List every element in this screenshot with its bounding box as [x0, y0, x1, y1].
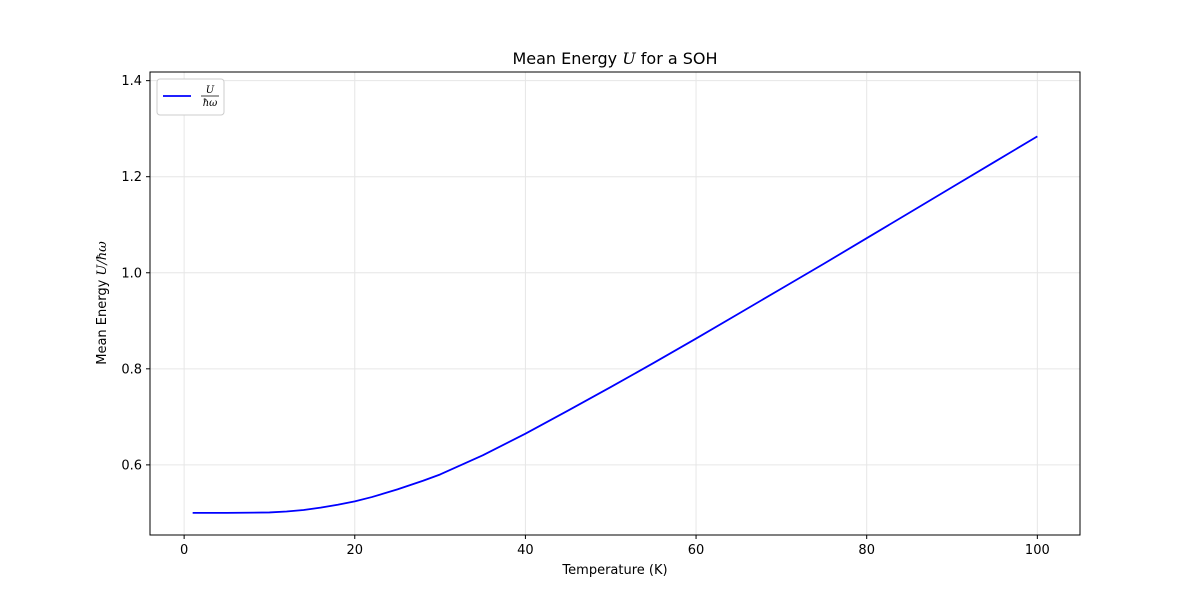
x-tick-label: 40	[517, 543, 534, 558]
legend: U ħω	[156, 78, 225, 116]
x-tick-label: 0	[180, 543, 188, 558]
grid-lines	[150, 72, 1080, 535]
x-tick-label: 60	[688, 543, 705, 558]
y-tick-label: 0.6	[121, 458, 142, 473]
series-layer	[192, 135, 1038, 514]
y-axis-label: Mean Energy U/ħω	[95, 241, 110, 365]
legend-label-denominator: ħω	[203, 98, 218, 109]
y-axis-label-symbol: U/ħω	[95, 241, 110, 276]
chart-title: Mean Energy U for a SOH	[512, 49, 717, 68]
chart-title-suffix: for a SOH	[636, 49, 718, 68]
x-axis-label: Temperature (K)	[561, 563, 667, 578]
y-tick-label: 1.2	[121, 170, 142, 185]
chart-title-prefix: Mean Energy	[512, 49, 622, 68]
y-tick-label: 1.0	[121, 266, 142, 281]
x-tick-label: 100	[1025, 543, 1050, 558]
legend-box	[156, 78, 225, 116]
y-tick-label: 0.8	[121, 362, 142, 377]
plot-area-frame	[149, 71, 1081, 536]
axis-ticks: 0 20 40 60 80 100 0.6 0.8 1.0 1.2 1.4	[121, 74, 1049, 558]
y-axis-label-prefix: Mean Energy	[95, 276, 110, 365]
x-tick-label: 80	[858, 543, 875, 558]
series-line	[192, 135, 1038, 514]
legend-label-numerator: U	[206, 85, 215, 96]
y-tick-label: 1.4	[121, 74, 142, 89]
chart-title-symbol: U	[622, 49, 636, 68]
x-tick-label: 20	[346, 543, 363, 558]
